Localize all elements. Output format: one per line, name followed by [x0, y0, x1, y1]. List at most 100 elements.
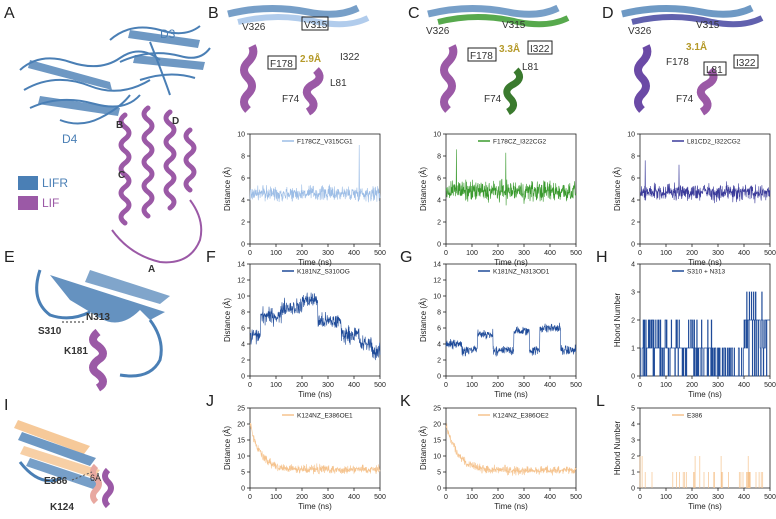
x-tick-label: 0 — [248, 494, 252, 501]
x-tick-label: 100 — [270, 494, 282, 501]
y-tick-label: 5 — [631, 406, 635, 413]
svg-text:V315: V315 — [502, 20, 526, 31]
svg-text:V326: V326 — [242, 22, 266, 33]
y-tick-label: 2 — [631, 220, 635, 227]
y-tick-label: 10 — [237, 454, 245, 461]
panel-e: E S310 N313 K181 — [4, 249, 170, 392]
svg-text:F74: F74 — [282, 94, 300, 105]
y-tick-label: 25 — [237, 406, 245, 413]
x-tick-label: 300 — [322, 382, 334, 389]
structure-b: B V326 V315 F178 2.9Å I322 L81 F74 — [208, 4, 370, 116]
y-tick-label: 15 — [433, 438, 441, 445]
lif-helices — [118, 105, 197, 226]
x-tick-label: 400 — [738, 494, 750, 501]
x-tick-label: 200 — [686, 494, 698, 501]
chart-c: 0 100 200 300 400 500 0 2 4 6 8 10 Time (ns) Distance… — [419, 132, 582, 268]
label-d4: D4 — [62, 132, 78, 146]
y-tick-label: 10 — [627, 132, 635, 139]
legend-swatch-lif — [18, 196, 38, 210]
x-tick-label: 100 — [270, 382, 282, 389]
y-tick-label: 0 — [437, 486, 441, 493]
y-tick-label: 12 — [237, 278, 245, 285]
legend-entry: K124NZ_E386OE2 — [493, 413, 549, 420]
x-tick-label: 300 — [712, 494, 724, 501]
x-tick-label: 0 — [248, 250, 252, 257]
x-tick-label: 500 — [570, 382, 582, 389]
plot-frame — [639, 407, 771, 489]
x-tick-label: 100 — [660, 494, 672, 501]
svg-text:L81: L81 — [706, 65, 723, 76]
panel-letter-c: C — [408, 5, 420, 22]
legend-entry: F178CZ_V315CG1 — [297, 139, 353, 146]
label-helix-a: A — [148, 264, 155, 275]
label-k124: K124 — [50, 502, 74, 513]
y-tick-label: 1 — [631, 470, 635, 477]
x-tick-label: 0 — [248, 382, 252, 389]
chart-j: J 0 100 200 300 400 500 0 5 10 15 20 25 Time (ns) Dist… — [206, 393, 386, 511]
x-tick-label: 200 — [686, 382, 698, 389]
series-line — [640, 291, 771, 377]
chart-b: 0 100 200 300 400 500 0 2 4 6 8 10 Time (ns) Distance… — [223, 132, 386, 268]
x-tick-label: 200 — [296, 250, 308, 257]
panel-letter-e: E — [4, 249, 15, 266]
legend-entry: F178CZ_I322CG2 — [493, 139, 546, 146]
lifr-sheets — [28, 30, 205, 116]
x-tick-label: 500 — [374, 250, 386, 257]
x-tick-label: 200 — [296, 494, 308, 501]
x-axis-label: Time (ns) — [494, 258, 528, 267]
plot-frame — [249, 133, 381, 245]
y-axis-label: Hbond Number — [613, 421, 622, 476]
x-tick-label: 100 — [466, 382, 478, 389]
chart-k: K 0 100 200 300 400 500 0 5 10 15 20 25 Time (ns) Dist… — [400, 393, 582, 511]
svg-text:V326: V326 — [628, 26, 652, 37]
plot-frame — [445, 263, 577, 377]
y-tick-label: 8 — [631, 154, 635, 161]
y-tick-label: 0 — [437, 242, 441, 249]
x-tick-label: 0 — [638, 494, 642, 501]
x-tick-label: 100 — [660, 250, 672, 257]
y-tick-label: 0 — [437, 374, 441, 381]
y-tick-label: 4 — [631, 422, 635, 429]
y-axis-label: Distance (Å) — [223, 167, 232, 211]
series-line — [249, 144, 381, 203]
label-helix-c: C — [118, 170, 125, 181]
legend-swatch-lifr — [18, 176, 38, 190]
x-tick-label: 200 — [492, 494, 504, 501]
series-line — [445, 322, 577, 357]
y-tick-label: 3 — [631, 438, 635, 445]
series-line — [639, 456, 764, 488]
y-tick-label: 8 — [241, 310, 245, 317]
y-tick-label: 15 — [237, 438, 245, 445]
y-tick-label: 10 — [433, 294, 441, 301]
series-line — [445, 423, 577, 476]
svg-text:I322: I322 — [530, 44, 550, 55]
label-n313: N313 — [86, 312, 110, 323]
x-tick-label: 500 — [764, 494, 776, 501]
lif-loop — [111, 199, 203, 264]
y-tick-label: 4 — [437, 198, 441, 205]
x-tick-label: 400 — [544, 250, 556, 257]
panel-letter-l: L — [596, 393, 605, 410]
panel-letter-f: F — [206, 249, 216, 266]
x-tick-label: 300 — [518, 250, 530, 257]
x-tick-label: 500 — [570, 494, 582, 501]
y-tick-label: 10 — [237, 132, 245, 139]
x-tick-label: 400 — [738, 250, 750, 257]
y-tick-label: 6 — [241, 176, 245, 183]
y-tick-label: 2 — [437, 220, 441, 227]
x-axis-label: Time (ns) — [688, 258, 722, 267]
y-tick-label: 14 — [433, 262, 441, 269]
x-tick-label: 300 — [322, 250, 334, 257]
svg-text:V315: V315 — [304, 20, 328, 31]
plot-frame — [249, 263, 381, 377]
plot-frame — [639, 133, 771, 245]
y-tick-label: 2 — [437, 358, 441, 365]
legend-entry: K124NZ_E386OE1 — [297, 413, 353, 420]
x-tick-label: 300 — [712, 382, 724, 389]
x-tick-label: 400 — [738, 382, 750, 389]
legend-a: LIFR LIF — [18, 176, 68, 210]
x-tick-label: 400 — [544, 494, 556, 501]
y-tick-label: 0 — [631, 374, 635, 381]
